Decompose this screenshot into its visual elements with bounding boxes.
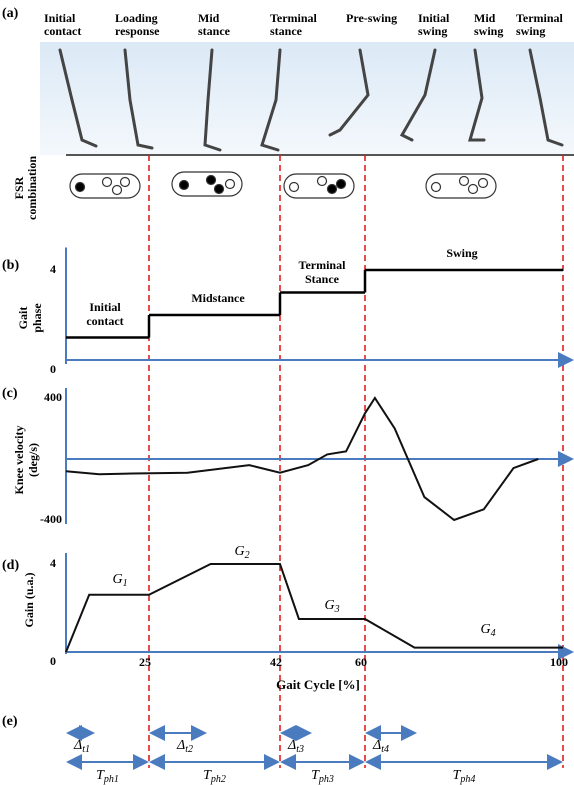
y-axis-label-line: Knee velocity [12, 426, 26, 495]
delta-label: Δt3 [287, 738, 304, 755]
panel-label: (d) [2, 558, 19, 573]
figure: (a)(b)(c)(d)(e)InitialcontactLoadingresp… [0, 0, 574, 785]
gain-label-base: G [112, 572, 122, 587]
fsr-insoles [70, 172, 496, 198]
y-axis-label: Knee velocity(deg/s) [12, 426, 40, 495]
gain-label-base: G [234, 544, 244, 559]
phase-duration-label: Tph3 [311, 768, 334, 785]
y-tick-label: -400 [40, 512, 62, 526]
phase-duration-label-sub: ph4 [459, 774, 475, 785]
walking-background [40, 42, 574, 155]
x-tick-label: 60 [355, 655, 367, 669]
x-tick-label: 100 [550, 655, 568, 669]
phase-name: contact [44, 24, 81, 38]
y-tick-label: 0 [50, 654, 56, 668]
gain-label: G1 [112, 572, 127, 589]
y-axis-label-line: phase [30, 303, 44, 333]
gain-label: G4 [480, 622, 495, 639]
phase-duration-label-sub: ph3 [318, 774, 334, 785]
y-axis-label-line: (deg/s) [26, 443, 40, 477]
panel-label: (e) [2, 714, 18, 729]
y-axis-label: Gain (u.a.) [22, 572, 36, 627]
phase-label: Midstance [191, 291, 245, 305]
delta-label-base: Δ [287, 738, 296, 753]
phase-duration-label-sub: ph2 [210, 774, 226, 785]
phase-duration-label: Tph4 [453, 768, 476, 785]
phase-label: contact [86, 314, 123, 328]
gain-label-sub: 1 [123, 578, 128, 589]
delta-label-sub: t1 [82, 744, 90, 755]
panel-label: (a) [2, 6, 19, 21]
phase-name: Initial [418, 11, 450, 25]
x-tick-label: 42 [270, 655, 282, 669]
phase-name: stance [270, 24, 303, 38]
y-tick-label: 0 [50, 362, 56, 376]
phase-label: Stance [305, 272, 340, 286]
y-axis-label: Gaitphase [16, 303, 44, 333]
delta-label: Δt2 [176, 738, 193, 755]
delta-label: Δt1 [73, 738, 90, 755]
phase-name: stance [198, 24, 231, 38]
phase-name: Mid [474, 11, 496, 25]
delta-label-base: Δ [372, 738, 381, 753]
panel-label: (c) [2, 386, 18, 401]
x-axis-label: Gait Cycle [%] [276, 677, 360, 692]
gain-label: G2 [234, 544, 249, 561]
phase-duration-label-sub: ph1 [103, 774, 119, 785]
phase-name: swing [516, 24, 545, 38]
delta-label: Δt4 [372, 738, 389, 755]
fsr-label-line: combination [25, 156, 39, 220]
gain-label-sub: 3 [334, 604, 340, 615]
gain-label-base: G [480, 622, 490, 637]
delta-label-base: Δ [73, 738, 82, 753]
phase-duration-label: Tph2 [203, 768, 226, 785]
gain-label-sub: 2 [245, 550, 250, 561]
phase-name: Initial [44, 11, 76, 25]
phase-label: Swing [446, 246, 477, 260]
y-tick-label: 400 [44, 390, 62, 404]
gain-label-base: G [324, 598, 334, 613]
phase-name: Terminal [516, 11, 564, 25]
phase-name: response [115, 24, 160, 38]
phase-name: Terminal [270, 11, 318, 25]
delta-label-sub: t4 [381, 744, 389, 755]
fsr-label-line: FSR [12, 176, 26, 199]
delta-label-base: Δ [176, 738, 185, 753]
phase-duration-label: Tph1 [96, 768, 119, 785]
phase-name: Pre-swing [346, 11, 397, 25]
phase-name: swing [418, 24, 447, 38]
y-axis-label-line: Gait [16, 307, 30, 330]
delta-label-sub: t2 [185, 744, 193, 755]
phase-label: Initial [89, 300, 121, 314]
phase-name: Loading [115, 11, 158, 25]
gain-label: G3 [324, 598, 339, 615]
fsr-label: FSRcombination [12, 156, 39, 220]
x-tick-label: 25 [139, 655, 151, 669]
delta-label-sub: t3 [296, 744, 304, 755]
panel-label: (b) [2, 258, 19, 273]
phase-name: swing [474, 24, 503, 38]
gain-line [66, 564, 563, 652]
gain-label-sub: 4 [491, 628, 496, 639]
phase-name: Mid [198, 11, 220, 25]
y-tick-label: 4 [50, 262, 56, 276]
y-tick-label: 4 [50, 556, 56, 570]
phase-label: Terminal [299, 258, 347, 272]
